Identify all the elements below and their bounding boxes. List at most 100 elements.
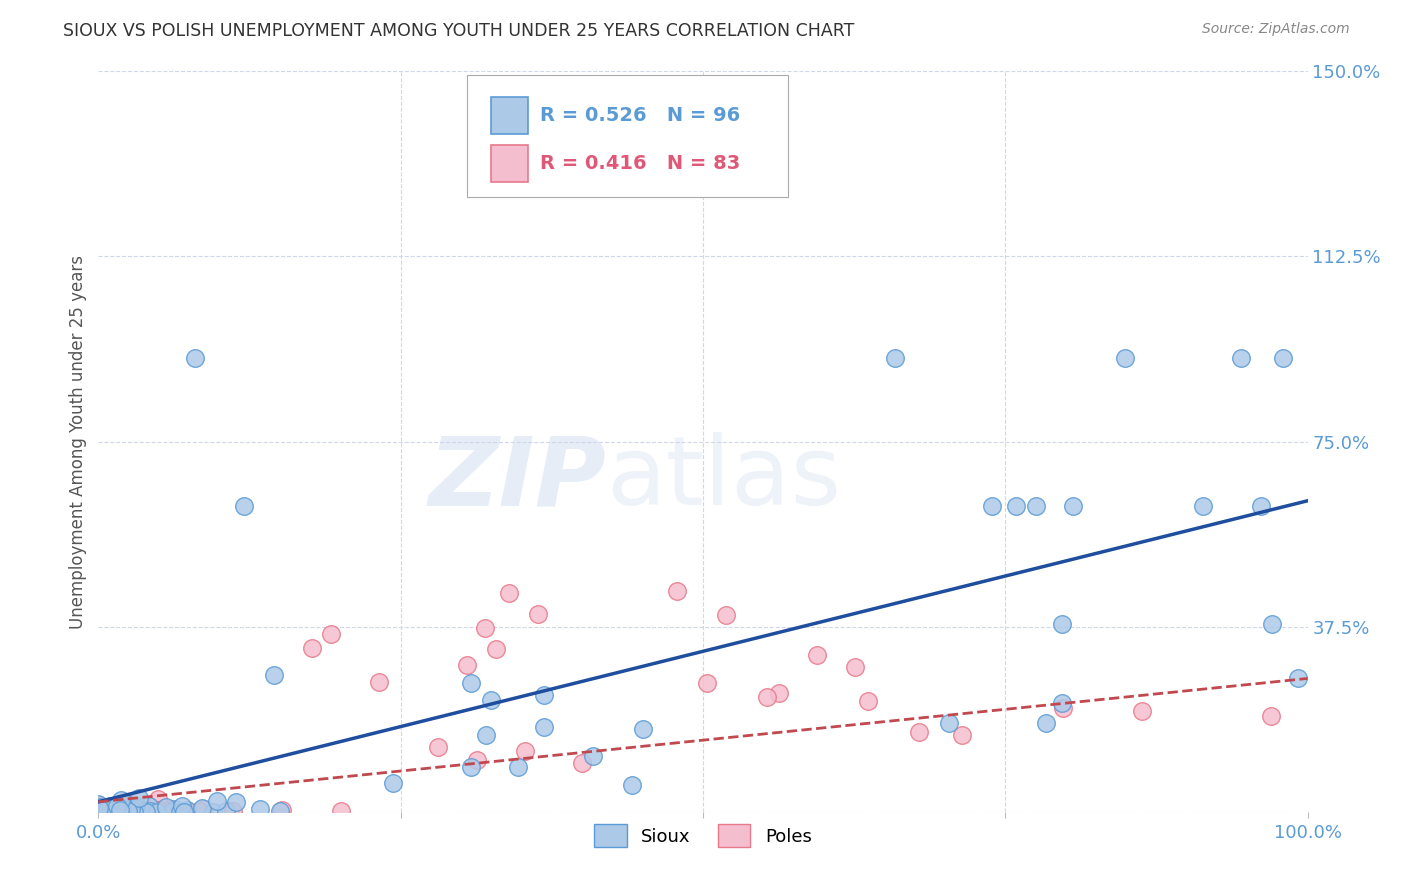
Point (135, 805, 157, 819)
Point (90, 804, 112, 818)
Point (152, 803, 174, 817)
Point (187, 804, 209, 818)
Point (98, 805, 121, 819)
Point (118, 797, 141, 811)
Point (98, 799, 121, 814)
Point (1024, 499, 1046, 513)
Point (100, 805, 122, 819)
Point (105, 798, 128, 813)
Point (111, 804, 134, 818)
Point (90, 804, 112, 818)
Point (111, 804, 134, 818)
Point (131, 805, 153, 819)
Point (111, 803, 134, 817)
Point (193, 802, 215, 816)
Point (128, 802, 150, 816)
Point (146, 803, 169, 817)
Point (146, 805, 169, 819)
Point (135, 803, 157, 817)
Point (205, 794, 228, 808)
Point (184, 351, 207, 365)
Point (696, 676, 718, 690)
Point (269, 805, 291, 819)
Point (465, 754, 488, 768)
FancyBboxPatch shape (492, 97, 527, 135)
Point (981, 499, 1004, 513)
Point (214, 804, 236, 818)
Point (173, 805, 195, 819)
Point (132, 805, 155, 819)
Text: SIOUX VS POLISH UNEMPLOYMENT AMONG YOUTH UNDER 25 YEARS CORRELATION CHART: SIOUX VS POLISH UNEMPLOYMENT AMONG YOUTH… (63, 22, 855, 40)
Point (93, 803, 115, 817)
Point (856, 693, 879, 707)
Point (620, 778, 643, 792)
Point (148, 803, 170, 817)
Point (884, 351, 907, 365)
Point (94, 805, 117, 819)
Point (170, 799, 193, 814)
Point (163, 802, 186, 816)
Point (1062, 499, 1084, 513)
Point (103, 800, 125, 814)
Point (110, 804, 132, 818)
Point (87, 803, 110, 817)
Point (176, 804, 198, 818)
Point (527, 607, 550, 621)
Point (169, 805, 191, 819)
Point (426, 740, 449, 755)
Point (1050, 617, 1073, 632)
Point (107, 798, 129, 813)
Point (89, 803, 111, 817)
Point (89, 797, 111, 812)
Point (330, 804, 353, 818)
Point (508, 760, 530, 774)
Point (571, 756, 593, 770)
Point (768, 685, 790, 699)
Point (474, 621, 496, 635)
Point (1272, 351, 1295, 365)
Point (104, 805, 127, 819)
Point (533, 720, 555, 734)
Point (96, 805, 118, 819)
Point (232, 499, 254, 513)
Point (938, 715, 960, 730)
Text: ZIP: ZIP (429, 432, 606, 525)
Point (1130, 704, 1153, 718)
Point (1052, 701, 1074, 715)
Point (96, 803, 118, 817)
Point (104, 805, 127, 819)
Point (950, 728, 973, 742)
Point (806, 648, 828, 663)
Text: atlas: atlas (606, 432, 841, 525)
Point (1192, 499, 1215, 513)
Point (90, 805, 112, 819)
Point (159, 802, 181, 816)
Point (1261, 617, 1284, 632)
Point (108, 804, 131, 818)
Point (139, 805, 162, 819)
Point (460, 675, 482, 690)
Point (128, 791, 150, 805)
Point (714, 608, 737, 623)
Point (110, 793, 132, 807)
Point (108, 805, 131, 819)
Point (97, 805, 120, 819)
Point (225, 795, 247, 809)
Point (756, 690, 779, 704)
Point (138, 798, 160, 813)
Point (460, 760, 482, 774)
Point (108, 804, 131, 818)
Point (125, 798, 148, 813)
Point (219, 805, 242, 819)
Point (87, 801, 110, 815)
Point (498, 585, 520, 599)
Point (87, 797, 110, 812)
Point (91, 803, 114, 817)
Point (159, 805, 181, 819)
Point (136, 804, 159, 818)
Point (112, 805, 135, 819)
Point (301, 641, 323, 656)
Point (176, 804, 198, 818)
Point (249, 802, 271, 816)
Point (128, 801, 150, 815)
